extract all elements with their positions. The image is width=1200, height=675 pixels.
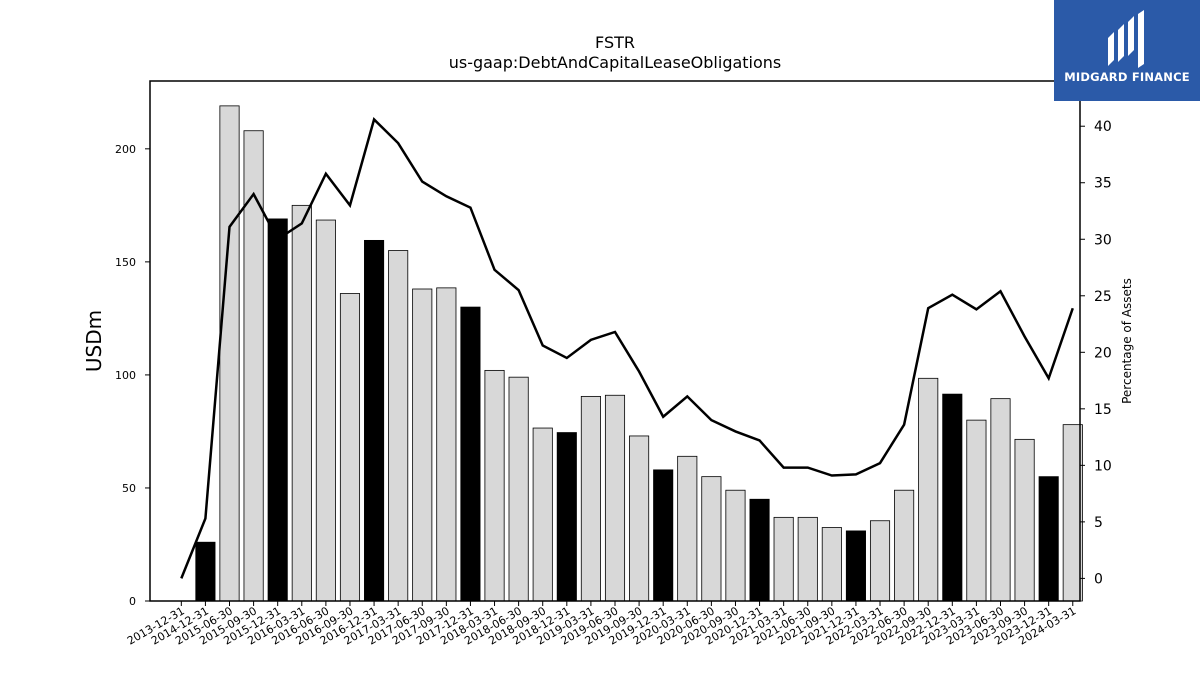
bar-2022-03-31 bbox=[869, 520, 891, 602]
bar-2019-09-30 bbox=[629, 435, 650, 602]
bar-2016-09-30 bbox=[339, 293, 361, 602]
chart-subtitle: us-gaap:DebtAndCapitalLeaseObligations bbox=[449, 53, 782, 72]
y2-axis-label: Percentage of Assets bbox=[1120, 278, 1134, 404]
bar-2016-06-30 bbox=[315, 219, 336, 602]
y2tick-label: 25 bbox=[1094, 289, 1112, 305]
y2tick-label: 40 bbox=[1094, 119, 1112, 135]
bar-2020-03-31 bbox=[677, 455, 698, 602]
bar-2022-09-30 bbox=[918, 377, 939, 602]
ytick-label: 0 bbox=[129, 595, 136, 608]
midgard-finance-logo: MIDGARD FINANCE bbox=[1054, 0, 1200, 101]
bar-2023-12-31 bbox=[1038, 476, 1059, 602]
bar-2021-09-30 bbox=[821, 527, 842, 602]
bar-2019-12-31 bbox=[653, 469, 674, 602]
logo-text: MIDGARD FINANCE bbox=[1064, 70, 1190, 84]
bar-2023-06-30 bbox=[990, 398, 1011, 602]
bar-2018-03-31 bbox=[484, 369, 505, 602]
ytick-label: 100 bbox=[115, 369, 136, 382]
bar-2023-03-31 bbox=[966, 419, 987, 602]
bars-group bbox=[195, 105, 1083, 602]
percentage-of-assets-line bbox=[180, 117, 1074, 579]
y2tick-label: 10 bbox=[1094, 458, 1112, 474]
bar-2014-12-31 bbox=[195, 541, 216, 602]
bar-2019-06-30 bbox=[604, 394, 626, 602]
bar-2018-12-31 bbox=[556, 432, 577, 602]
y-axis-label: USDm bbox=[82, 310, 106, 372]
bar-2015-12-31 bbox=[267, 218, 288, 602]
y2tick-label: 5 bbox=[1094, 515, 1103, 531]
bar-2017-09-30 bbox=[436, 287, 457, 602]
bar-2021-03-31 bbox=[773, 516, 794, 602]
bar-2020-12-31 bbox=[749, 498, 770, 602]
y2tick-label: 20 bbox=[1094, 345, 1112, 361]
chart-title: FSTR bbox=[595, 33, 635, 52]
bar-2022-06-30 bbox=[894, 489, 915, 602]
ytick-label: 150 bbox=[115, 256, 136, 269]
bar-2017-12-31 bbox=[460, 306, 481, 602]
logo-mark-icon bbox=[1108, 10, 1144, 68]
bar-2015-06-30 bbox=[219, 105, 240, 602]
bar-2020-09-30 bbox=[725, 489, 746, 602]
bar-2021-06-30 bbox=[797, 516, 818, 602]
bar-2017-03-31 bbox=[388, 250, 409, 602]
bar-2018-06-30 bbox=[508, 376, 529, 602]
y2tick-label: 0 bbox=[1094, 571, 1103, 587]
bar-2020-06-30 bbox=[701, 476, 722, 602]
bar-2016-03-31 bbox=[291, 204, 312, 602]
y2tick-label: 30 bbox=[1094, 232, 1112, 248]
bar-2017-06-30 bbox=[412, 288, 433, 602]
left-axis-ticks: 0 50 100 150 200 bbox=[115, 143, 150, 608]
bar-2019-03-31 bbox=[580, 395, 601, 602]
ytick-label: 200 bbox=[115, 143, 136, 156]
bar-2022-12-31 bbox=[942, 393, 963, 602]
bar-2023-09-30 bbox=[1014, 438, 1035, 602]
y2tick-label: 15 bbox=[1094, 402, 1112, 418]
right-axis-ticks: 0 5 10 15 20 25 30 35 40 bbox=[1080, 119, 1112, 587]
bar-2018-09-30 bbox=[532, 427, 553, 602]
bar-2021-12-31 bbox=[845, 530, 866, 602]
bar-2016-12-31 bbox=[364, 239, 385, 602]
y2tick-label: 35 bbox=[1094, 176, 1112, 192]
x-axis-ticks: 2013-12-312014-12-312015-06-302015-09-30… bbox=[125, 601, 1078, 648]
ytick-label: 50 bbox=[122, 482, 136, 495]
